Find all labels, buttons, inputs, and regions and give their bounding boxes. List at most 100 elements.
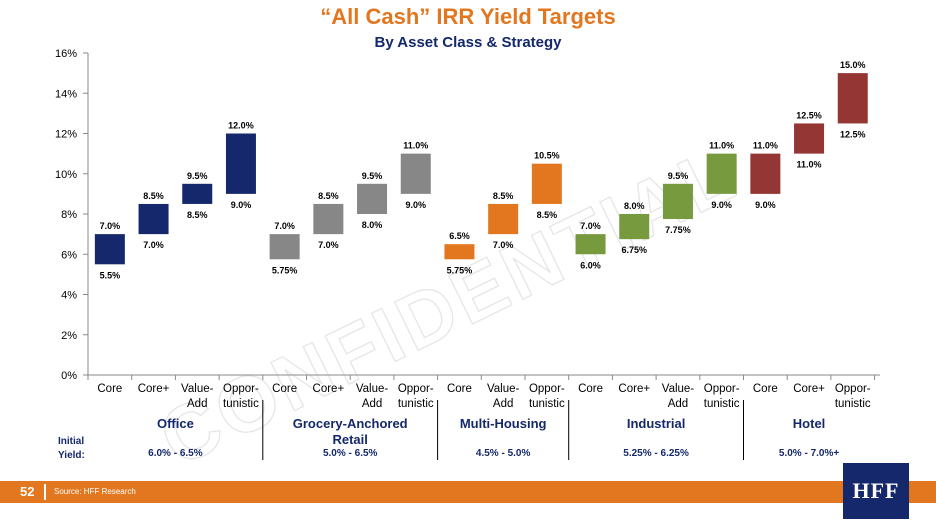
y-tick-label: 0% <box>61 370 77 382</box>
range-bar <box>225 133 256 194</box>
footer-divider <box>44 484 46 500</box>
range-bar <box>138 203 169 235</box>
category-label: Add <box>187 398 207 410</box>
chart-title: “All Cash” IRR Yield Targets <box>320 4 616 29</box>
category-label: Add <box>362 398 382 410</box>
low-value-label: 7.0% <box>143 240 164 250</box>
low-value-label: 7.0% <box>318 240 339 250</box>
range-bar <box>531 163 562 204</box>
high-value-label: 12.0% <box>228 121 254 131</box>
range-bar <box>837 73 868 124</box>
category-label: tunistic <box>398 398 434 410</box>
low-value-label: 9.0% <box>405 200 426 210</box>
y-tick-label: 8% <box>61 209 77 221</box>
group-label: Office <box>157 416 194 431</box>
y-tick-label: 6% <box>61 249 77 261</box>
low-value-label: 5.5% <box>100 270 121 280</box>
high-value-label: 9.5% <box>362 171 383 181</box>
high-value-label: 11.0% <box>753 141 778 151</box>
group-label: Multi-Housing <box>460 416 547 431</box>
group-label: Industrial <box>627 416 686 431</box>
category-label: Value- <box>356 383 389 395</box>
range-bar <box>575 234 606 255</box>
high-value-label: 9.5% <box>187 171 208 181</box>
initial-yield-label: Yield: <box>58 450 85 461</box>
initial-yield-value: 5.25% - 6.25% <box>623 448 689 459</box>
initial-yield-value: 4.5% - 5.0% <box>476 448 531 459</box>
y-tick-label: 4% <box>61 290 77 302</box>
high-value-label: 8.5% <box>143 191 164 201</box>
category-label: Oppor- <box>704 383 740 395</box>
range-bar <box>357 183 388 214</box>
category-label: Core+ <box>138 383 170 395</box>
label-layer: Initial Yield: 7.0% 5.5% Core 8.5% 7.0% Core+ 9.… <box>58 60 871 461</box>
category-label: Oppor- <box>529 383 565 395</box>
category-label: Core+ <box>793 383 825 395</box>
range-bar <box>313 203 344 235</box>
category-label: Core <box>753 383 778 395</box>
high-value-label: 6.5% <box>449 231 470 241</box>
initial-yield-value: 5.0% - 7.0%+ <box>779 448 839 459</box>
high-value-label: 8.0% <box>624 201 645 211</box>
bar-layer <box>94 73 868 265</box>
y-tick-label: 10% <box>55 169 77 181</box>
y-tick-label: 12% <box>55 129 77 141</box>
range-bar <box>444 244 475 260</box>
high-value-label: 9.5% <box>668 171 689 181</box>
category-label: Oppor- <box>835 383 871 395</box>
category-label: Oppor- <box>398 383 434 395</box>
source-note: Source: HFF Research <box>54 487 136 496</box>
group-label: Hotel <box>793 416 826 431</box>
low-value-label: 7.75% <box>665 225 691 235</box>
footer-bar: 52 Source: HFF Research <box>0 481 936 503</box>
category-label: Core+ <box>618 383 650 395</box>
group-label: Retail <box>332 432 367 447</box>
category-label: Value- <box>487 383 520 395</box>
axis-layer: 0% 2% 4% 6% 8% 10% 12% 14% 16% <box>55 48 880 460</box>
range-bar <box>400 153 431 194</box>
category-label: tunistic <box>529 398 565 410</box>
low-value-label: 5.75% <box>447 265 473 275</box>
high-value-label: 8.5% <box>318 191 339 201</box>
high-value-label: 8.5% <box>493 191 514 201</box>
low-value-label: 5.75% <box>272 265 298 275</box>
low-value-label: 7.0% <box>493 240 514 250</box>
high-value-label: 7.0% <box>580 221 601 231</box>
hff-logo: HFF <box>843 463 909 519</box>
y-tick-label: 2% <box>61 330 77 342</box>
range-bar <box>94 234 125 265</box>
high-value-label: 11.0% <box>709 141 734 151</box>
category-label: tunistic <box>835 398 871 410</box>
low-value-label: 6.75% <box>621 245 647 255</box>
range-bar <box>488 203 519 235</box>
range-bar <box>269 234 300 260</box>
page-number: 52 <box>20 484 35 499</box>
category-label: Value- <box>181 383 214 395</box>
range-bar <box>750 153 781 194</box>
category-label: Core <box>447 383 472 395</box>
high-value-label: 12.5% <box>796 110 822 120</box>
group-label: Grocery-Anchored <box>293 416 408 431</box>
low-value-label: 12.5% <box>840 129 866 139</box>
initial-yield-label: Initial <box>58 436 84 447</box>
category-label: Core+ <box>313 383 345 395</box>
low-value-label: 9.0% <box>231 200 252 210</box>
initial-yield-value: 5.0% - 6.5% <box>323 448 378 459</box>
high-value-label: 10.5% <box>534 151 560 161</box>
category-label: Add <box>668 398 688 410</box>
chart-subtitle: By Asset Class & Strategy <box>374 34 562 51</box>
low-value-label: 11.0% <box>797 160 822 170</box>
category-label: Oppor- <box>223 383 259 395</box>
range-bar <box>182 183 213 204</box>
range-bar <box>706 153 737 194</box>
high-value-label: 7.0% <box>274 221 295 231</box>
low-value-label: 8.5% <box>537 210 558 220</box>
category-label: Add <box>493 398 513 410</box>
low-value-label: 8.0% <box>362 220 383 230</box>
low-value-label: 9.0% <box>711 200 732 210</box>
initial-yield-value: 6.0% - 6.5% <box>148 448 203 459</box>
category-label: Core <box>272 383 297 395</box>
high-value-label: 7.0% <box>100 221 121 231</box>
low-value-label: 9.0% <box>755 200 776 210</box>
